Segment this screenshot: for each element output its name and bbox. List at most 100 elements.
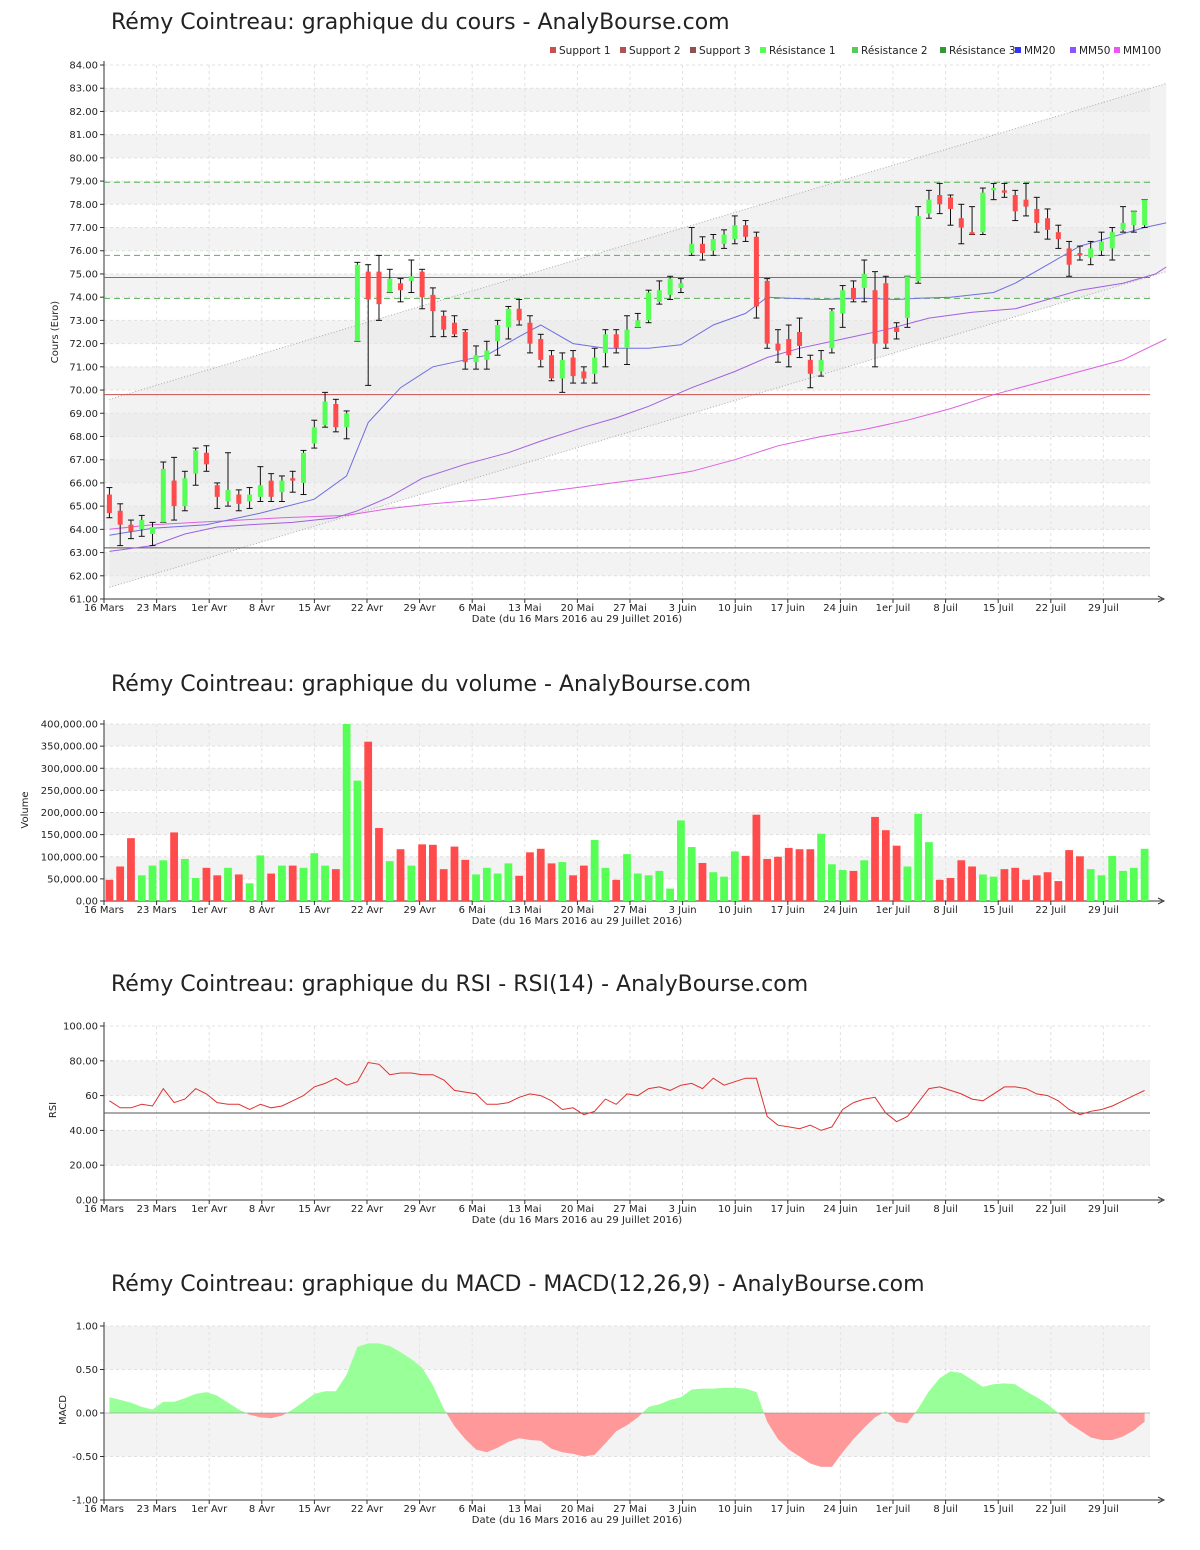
volume-bar xyxy=(396,849,405,901)
x-tick-label: 8 Juil xyxy=(933,1504,957,1515)
candle-down xyxy=(969,232,975,235)
volume-bar xyxy=(1119,870,1127,901)
volume-bar xyxy=(429,844,437,901)
legend-swatch xyxy=(940,47,946,53)
x-tick-label: 16 Mars xyxy=(84,603,124,614)
y-axis-label: RSI xyxy=(48,1102,59,1118)
rsi-chart: 16 Mars 23 Mars 1er Avr 8 Avr 15 Avr 22 Avr 29… xyxy=(48,1022,1166,1226)
macd-area-negative xyxy=(246,1413,287,1419)
y-tick-label: 100.00 xyxy=(63,1022,98,1033)
macd-area-positive xyxy=(915,1371,1059,1413)
legend-swatch xyxy=(550,47,556,53)
volume-bar xyxy=(439,869,448,901)
x-tick-label: 15 Avr xyxy=(298,1204,331,1215)
candle-down xyxy=(753,236,759,307)
volume-bar xyxy=(450,846,459,901)
volume-bar xyxy=(310,853,319,901)
macd-chart-title: Rémy Cointreau: graphique du MACD - MACD… xyxy=(111,1272,925,1297)
x-tick-label: 23 Mars xyxy=(137,1504,177,1515)
x-tick-label: 15 Avr xyxy=(298,905,331,916)
x-tick-label: 15 Juil xyxy=(983,1504,1014,1515)
candle-up xyxy=(1109,232,1115,249)
volume-bar xyxy=(892,845,901,901)
candle-down xyxy=(743,225,749,237)
candle-up xyxy=(344,413,350,428)
candle-down xyxy=(290,478,296,481)
x-axis-arrow xyxy=(1157,1196,1166,1204)
volume-bar xyxy=(245,883,254,901)
x-tick-label: 6 Mai xyxy=(459,603,486,614)
x-tick-label: 1er Avr xyxy=(191,1504,228,1515)
volume-bar xyxy=(655,870,664,901)
x-tick-label: 17 Juin xyxy=(771,603,805,614)
volume-bar xyxy=(407,865,416,901)
x-tick-label: 8 Juil xyxy=(933,905,957,916)
y-tick-label: 0.00 xyxy=(76,897,98,908)
x-tick-label: 1er Juil xyxy=(876,905,911,916)
volume-bar xyxy=(116,866,125,901)
x-tick-label: 23 Mars xyxy=(137,1204,177,1215)
x-tick-label: 16 Mars xyxy=(84,905,124,916)
candle-up xyxy=(387,278,393,293)
candle-down xyxy=(699,243,705,254)
candle-down xyxy=(1001,190,1007,193)
candle-down xyxy=(1012,195,1018,212)
price-chart: 16 Mars 23 Mars 1er Avr 8 Avr 15 Avr 22 Avr 29… xyxy=(50,45,1167,625)
y-axis-label: Volume xyxy=(20,791,31,828)
candle-up xyxy=(829,311,835,349)
candle-down xyxy=(775,343,781,351)
y-tick-label: 72.00 xyxy=(69,339,98,350)
volume-bar xyxy=(1054,881,1063,901)
legend-swatch xyxy=(620,47,626,53)
grid-band xyxy=(104,1060,1150,1096)
x-tick-label: 3 Juin xyxy=(669,603,697,614)
volume-bar xyxy=(1022,879,1030,901)
y-tick-label: 79.00 xyxy=(69,177,98,188)
x-tick-label: 20 Mai xyxy=(561,1204,594,1215)
mm20-line xyxy=(109,222,1167,536)
candle-up xyxy=(980,192,986,233)
candle-down xyxy=(430,294,436,312)
x-tick-label: 23 Mars xyxy=(137,905,177,916)
candle-up xyxy=(840,290,846,314)
volume-bar xyxy=(288,865,297,901)
legend-label: Résistance 3 xyxy=(949,45,1016,57)
candle-down xyxy=(451,322,457,335)
volume-bar xyxy=(482,867,491,901)
legend-label: Résistance 1 xyxy=(769,45,836,57)
y-tick-label: 65.00 xyxy=(69,502,98,513)
volume-chart: 16 Mars 23 Mars 1er Avr 8 Avr 15 Avr 22 Avr 29… xyxy=(20,720,1166,927)
candle-down xyxy=(171,480,177,507)
volume-bar xyxy=(515,875,524,901)
candle-up xyxy=(861,273,867,288)
x-tick-label: 6 Mai xyxy=(459,905,486,916)
candle-up xyxy=(1142,199,1148,226)
volume-bar xyxy=(1140,848,1149,901)
x-tick-label: 24 Juin xyxy=(823,905,857,916)
candle-down xyxy=(807,359,813,374)
y-tick-label: 40.00 xyxy=(69,1126,98,1137)
candle-up xyxy=(160,468,166,523)
x-tick-label: 29 Avr xyxy=(404,905,437,916)
candle-down xyxy=(1045,218,1051,230)
x-tick-label: 20 Mai xyxy=(561,905,594,916)
volume-bar xyxy=(925,842,933,901)
x-tick-label: 27 Mai xyxy=(613,1204,646,1215)
volume-bar xyxy=(299,867,308,901)
macd-area-negative xyxy=(764,1413,883,1467)
y-tick-label: 62.00 xyxy=(69,571,98,582)
y-tick-label: 20.00 xyxy=(69,1161,98,1172)
candle-up xyxy=(991,188,997,191)
volume-bar xyxy=(1011,867,1020,901)
y-tick-label: 69.00 xyxy=(69,409,98,420)
macd-area-positive xyxy=(882,1411,888,1413)
candle-up xyxy=(904,276,910,319)
volume-bar xyxy=(763,858,772,901)
x-tick-label: 16 Mars xyxy=(84,1504,124,1515)
x-tick-label: 22 Avr xyxy=(351,603,384,614)
candle-up xyxy=(300,452,306,483)
volume-bar xyxy=(914,813,923,901)
candle-down xyxy=(376,271,382,305)
x-tick-label: 8 Juil xyxy=(933,603,957,614)
y-tick-label: 350,000.00 xyxy=(41,742,98,753)
